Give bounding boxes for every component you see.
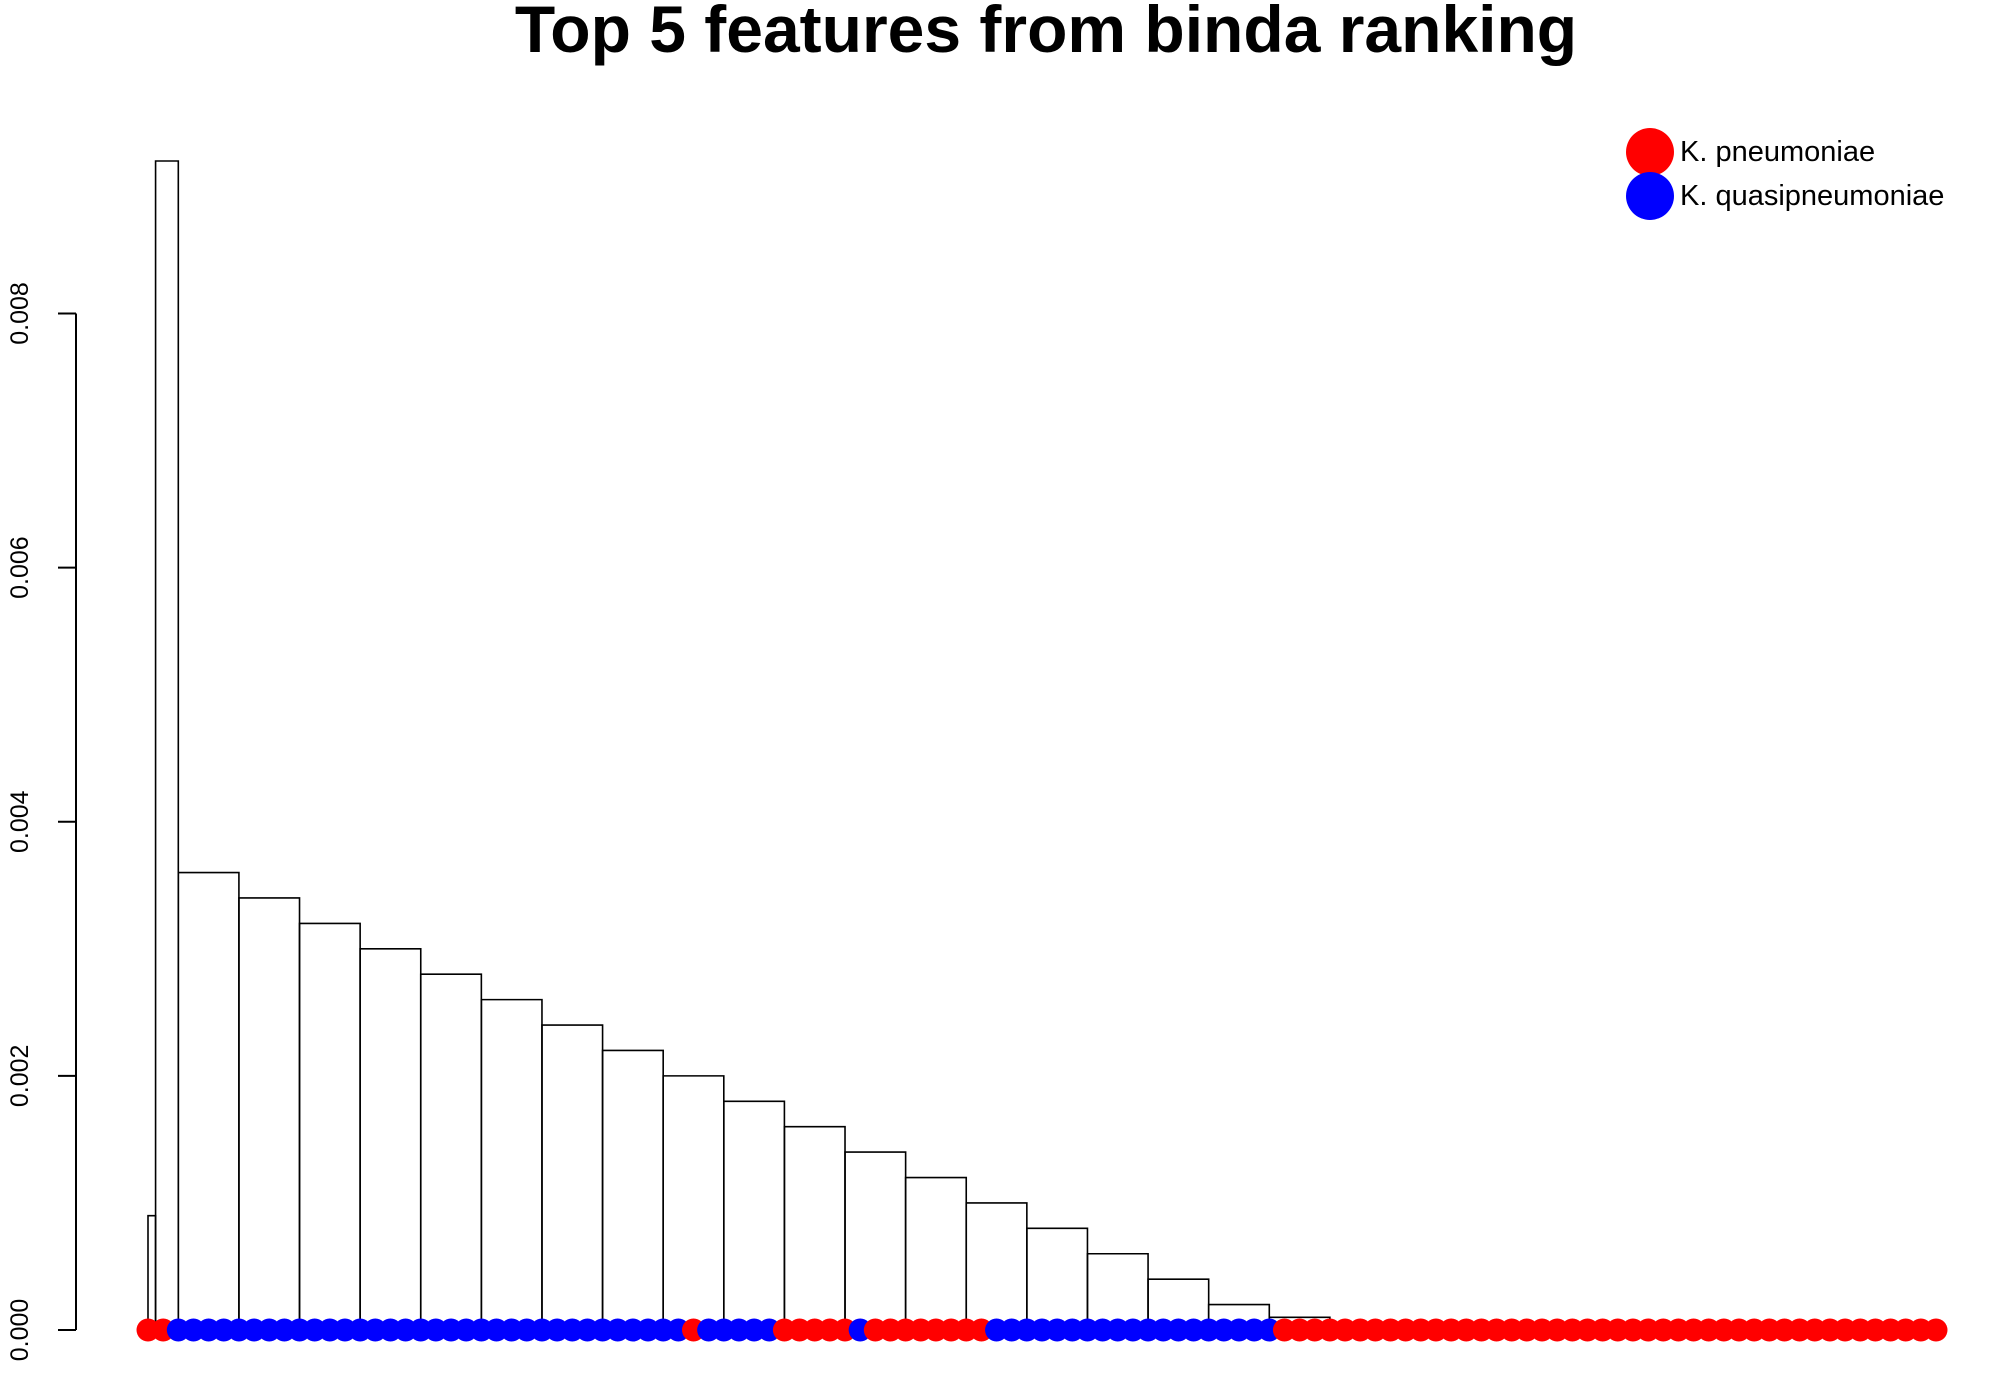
legend-marker <box>1626 172 1674 220</box>
dendrogram-link <box>154 160 180 1330</box>
chart-title: Top 5 features from binda ranking <box>515 0 1577 66</box>
y-tick-label: 0.000 <box>6 1299 34 1362</box>
y-tick-label: 0.006 <box>6 536 34 599</box>
y-tick-label: 0.004 <box>6 790 34 853</box>
legend-marker <box>1626 128 1674 176</box>
leaf-point <box>1924 1318 1948 1342</box>
y-tick-label: 0.002 <box>6 1045 34 1108</box>
dendrogram-links <box>147 160 1937 1330</box>
legend: K. pneumoniae K. quasipneumoniae <box>1626 128 1944 220</box>
y-axis: 0.000 0.002 0.004 0.006 0.008 <box>6 282 77 1362</box>
y-tick-label: 0.008 <box>6 282 34 345</box>
legend-label: K. pneumoniae <box>1680 136 1875 168</box>
leaf-points <box>136 1318 1948 1342</box>
legend-label: K. quasipneumoniae <box>1680 180 1944 212</box>
